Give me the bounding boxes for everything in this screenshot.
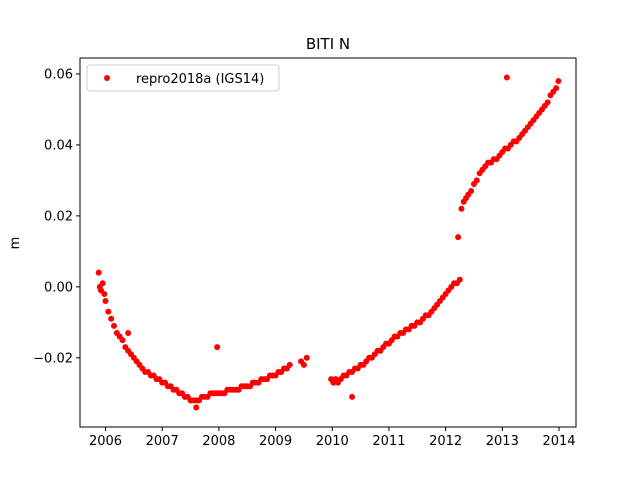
- data-point: [108, 315, 115, 322]
- data-point: [193, 404, 200, 411]
- y-tick-label: 0.02: [44, 209, 73, 224]
- y-axis-label: m: [8, 237, 23, 250]
- x-tick-label: 2011: [372, 434, 405, 449]
- x-tick-label: 2010: [316, 434, 349, 449]
- data-point: [303, 354, 310, 361]
- x-tick-label: 2008: [202, 434, 235, 449]
- data-point: [473, 177, 480, 184]
- legend: repro2018a (IGS14): [86, 64, 280, 92]
- data-point: [214, 344, 221, 351]
- data-point: [99, 280, 106, 287]
- data-point: [544, 99, 551, 106]
- data-point: [455, 234, 462, 241]
- x-tick-label: 2014: [542, 434, 575, 449]
- plot-frame: [79, 57, 577, 428]
- data-point: [555, 78, 562, 85]
- y-axis: −0.02 0.00 0.02 0.04 0.06: [33, 67, 80, 366]
- data-point: [503, 74, 510, 81]
- legend-label: repro2018a (IGS14): [136, 72, 264, 87]
- data-point: [95, 269, 102, 276]
- y-tick-label: 0.06: [44, 67, 73, 82]
- data-point: [468, 188, 475, 195]
- y-tick-label: 0.04: [44, 138, 73, 153]
- data-point: [101, 290, 108, 297]
- y-tick-label: −0.02: [33, 351, 73, 366]
- scatter-points: [95, 74, 562, 411]
- data-point: [105, 308, 112, 315]
- legend-box: [86, 64, 280, 92]
- chart-title: BITI N: [306, 35, 350, 53]
- x-tick-label: 2007: [146, 434, 179, 449]
- data-point: [456, 276, 463, 283]
- data-point: [553, 85, 560, 92]
- x-axis: 2006 2007 2008 2009 2010 2011 2012 2013 2014: [89, 427, 576, 449]
- data-point: [458, 205, 465, 212]
- y-tick-label: 0.00: [44, 280, 73, 295]
- x-tick-label: 2009: [259, 434, 292, 449]
- data-point: [111, 322, 118, 329]
- data-point: [125, 329, 132, 336]
- data-point: [102, 298, 109, 305]
- x-tick-label: 2012: [429, 434, 462, 449]
- data-point: [349, 393, 356, 400]
- data-point: [286, 361, 293, 368]
- data-point: [300, 361, 307, 368]
- legend-marker: [104, 75, 110, 81]
- data-point: [119, 337, 126, 344]
- x-tick-label: 2013: [486, 434, 519, 449]
- x-tick-label: 2006: [89, 434, 122, 449]
